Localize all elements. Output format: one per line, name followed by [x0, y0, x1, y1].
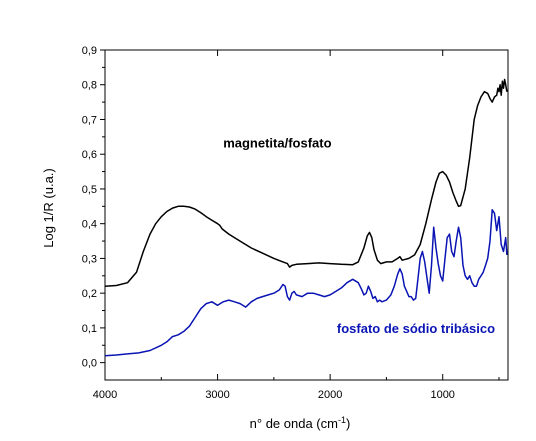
x-axis-ticks: 4000 3000 2000 1000 [93, 50, 500, 401]
y-tick-label: 0,1 [82, 323, 97, 335]
y-tick-label: 0,9 [82, 45, 97, 57]
y-tick-label: 0,8 [82, 80, 97, 92]
y-tick-label: 0,4 [82, 219, 97, 231]
plot-border [104, 49, 509, 381]
plot-frame [104, 49, 509, 381]
y-tick-label: 0,6 [82, 149, 97, 161]
x-tick-label: 1000 [430, 389, 454, 401]
y-tick-label: 0,3 [82, 253, 97, 265]
y-tick-label: 0,0 [82, 358, 97, 370]
series-annotation-2: fosfato de sódio tribásico [337, 321, 495, 336]
y-tick-label: 0,7 [82, 114, 97, 126]
y-axis-ticks: 0,0 0,1 0,2 0,3 0,4 0,5 0,6 0,7 0,8 0,9 [82, 45, 105, 370]
series-annotation-1: magnetita/fosfato [223, 135, 331, 150]
series-line-2 [104, 209, 508, 357]
series-line-1 [104, 78, 508, 287]
x-axis-label: n° de onda (cm-1) [250, 415, 351, 431]
x-tick-label: 4000 [93, 389, 117, 401]
y-tick-label: 0,2 [82, 288, 97, 300]
x-tick-label: 3000 [205, 389, 229, 401]
annotation-layer: magnetita/fosfato fosfato de sódio tribás… [223, 135, 495, 336]
y-axis-label: Log 1/R (u.a.) [41, 168, 56, 248]
x-tick-label: 2000 [318, 389, 342, 401]
y-tick-label: 0,5 [82, 184, 97, 196]
series-layer [104, 78, 508, 357]
